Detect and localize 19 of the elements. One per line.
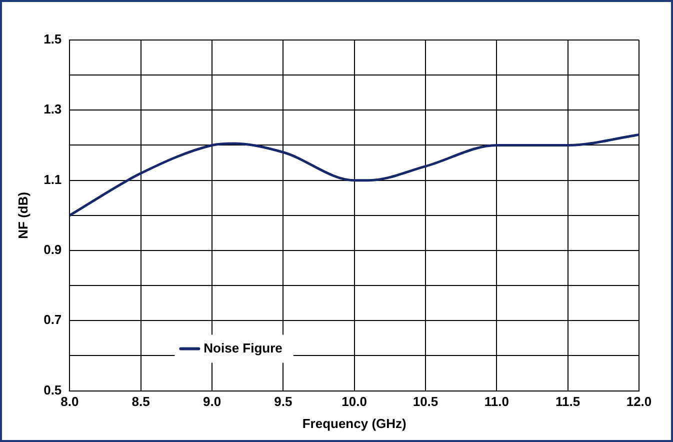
y-axis-title: NF (dB) bbox=[15, 192, 30, 239]
y-tick-label: 0.7 bbox=[44, 312, 62, 328]
x-tick-label: 8.5 bbox=[132, 394, 150, 410]
x-tick-label: 11.0 bbox=[484, 394, 509, 410]
y-tick-label: 0.5 bbox=[44, 382, 62, 398]
x-tick-label: 8.0 bbox=[60, 394, 79, 410]
y-tick-label: 0.9 bbox=[44, 242, 62, 258]
y-tick-label: 1.3 bbox=[44, 102, 62, 117]
line-series bbox=[70, 133, 639, 217]
y-tick-label: 1.1 bbox=[44, 172, 62, 187]
y-tick-label: 1.5 bbox=[44, 32, 62, 47]
legend-label: Noise Figure bbox=[204, 340, 282, 356]
x-tick-label: 10.5 bbox=[412, 394, 438, 410]
x-tick-label: 12.0 bbox=[626, 394, 652, 410]
x-tick-label: 9.5 bbox=[274, 394, 292, 410]
x-tick-label: 9.0 bbox=[202, 394, 222, 410]
x-tick-label: 11.5 bbox=[556, 394, 580, 410]
x-axis-title: Frequency (GHz) bbox=[302, 416, 406, 431]
x-tick-label: 10.0 bbox=[342, 394, 367, 410]
